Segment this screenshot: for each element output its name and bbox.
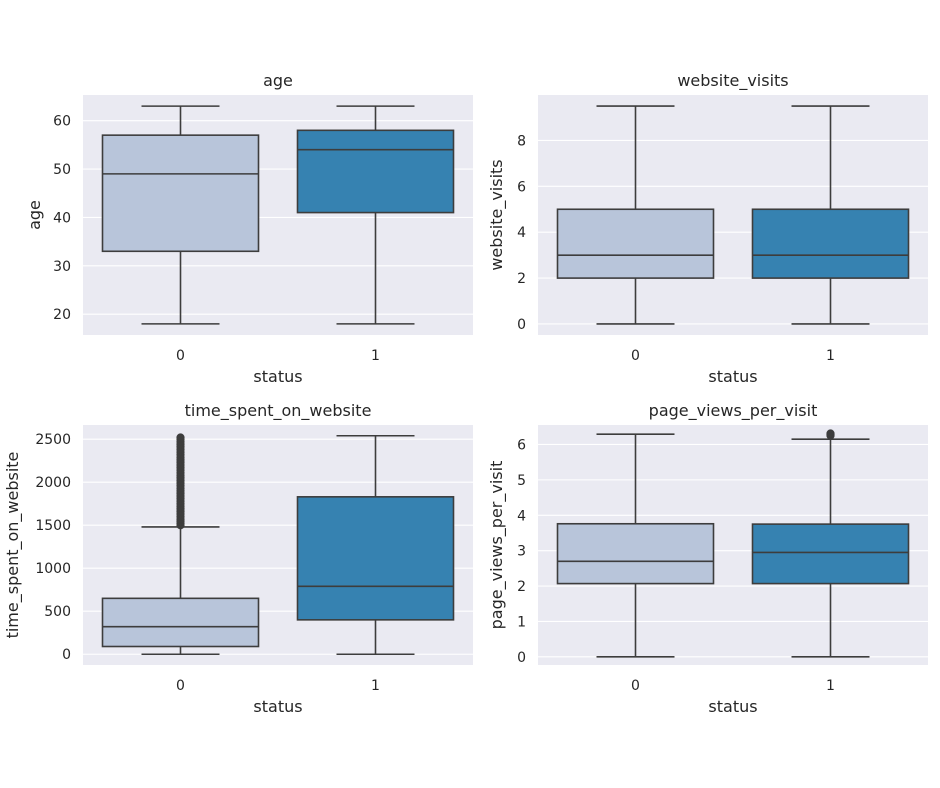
y-tick-label: 3 bbox=[517, 544, 526, 560]
y-tick-label: 0 bbox=[62, 647, 71, 663]
y-axis-label: page_views_per_visit bbox=[487, 461, 507, 630]
box-group-0 bbox=[556, 105, 715, 325]
box-group-1 bbox=[751, 105, 910, 325]
box-group-0 bbox=[101, 433, 260, 656]
y-tick-label: 1000 bbox=[35, 561, 71, 577]
box-group-1 bbox=[751, 429, 910, 658]
panel-title: time_spent_on_website bbox=[185, 401, 372, 421]
iqr-box bbox=[101, 597, 260, 648]
y-tick-label: 30 bbox=[53, 259, 71, 275]
x-tick-label: 0 bbox=[631, 678, 640, 694]
x-tick-label: 1 bbox=[826, 348, 835, 364]
x-tick-label: 0 bbox=[176, 348, 185, 364]
y-tick-label: 4 bbox=[517, 508, 526, 524]
y-tick-label: 60 bbox=[53, 114, 71, 130]
iqr-box bbox=[296, 129, 455, 214]
outlier-point bbox=[826, 429, 835, 438]
iqr-box bbox=[751, 523, 910, 585]
x-axis-label: status bbox=[253, 697, 302, 716]
y-tick-label: 4 bbox=[517, 225, 526, 241]
chart-panel-2: 0 500 1000 1500 2000 2500 0 1 time_spent_on_webs… bbox=[3, 401, 473, 716]
y-tick-label: 50 bbox=[53, 162, 71, 178]
y-tick-label: 40 bbox=[53, 210, 71, 226]
y-tick-label: 6 bbox=[517, 437, 526, 453]
y-tick-label: 1 bbox=[517, 614, 526, 630]
x-axis-label: status bbox=[708, 367, 757, 386]
iqr-box bbox=[556, 522, 715, 585]
iqr-box bbox=[556, 208, 715, 279]
outlier-point bbox=[176, 433, 185, 442]
panel-title: website_visits bbox=[677, 71, 788, 91]
y-axis-label: time_spent_on_website bbox=[3, 452, 23, 639]
y-tick-label: 500 bbox=[44, 604, 71, 620]
y-axis-label: website_visits bbox=[487, 159, 507, 270]
y-tick-label: 6 bbox=[517, 179, 526, 195]
x-tick-label: 0 bbox=[631, 348, 640, 364]
box-group-0 bbox=[556, 433, 715, 658]
chart-panel-0: 20 30 40 50 60 0 1 age status age bbox=[25, 71, 473, 386]
y-axis-label: age bbox=[25, 200, 44, 230]
x-tick-label: 0 bbox=[176, 678, 185, 694]
box-group-1 bbox=[296, 434, 455, 656]
panel-title: page_views_per_visit bbox=[649, 401, 818, 421]
x-axis-label: status bbox=[253, 367, 302, 386]
box-group-1 bbox=[296, 105, 455, 325]
iqr-box bbox=[296, 496, 455, 621]
iqr-box bbox=[751, 208, 910, 279]
iqr-box bbox=[101, 134, 260, 253]
y-tick-label: 0 bbox=[517, 650, 526, 666]
y-tick-label: 1500 bbox=[35, 518, 71, 534]
panel-title: age bbox=[263, 71, 293, 90]
y-tick-label: 5 bbox=[517, 473, 526, 489]
x-tick-label: 1 bbox=[371, 348, 380, 364]
box-group-0 bbox=[101, 105, 260, 325]
y-tick-label: 0 bbox=[517, 317, 526, 333]
y-tick-label: 8 bbox=[517, 133, 526, 149]
x-tick-label: 1 bbox=[371, 678, 380, 694]
x-axis-label: status bbox=[708, 697, 757, 716]
y-tick-label: 2 bbox=[517, 271, 526, 287]
y-tick-label: 2000 bbox=[35, 475, 71, 491]
x-tick-label: 1 bbox=[826, 678, 835, 694]
y-tick-label: 2 bbox=[517, 579, 526, 595]
y-tick-label: 2500 bbox=[35, 432, 71, 448]
y-tick-label: 20 bbox=[53, 307, 71, 323]
